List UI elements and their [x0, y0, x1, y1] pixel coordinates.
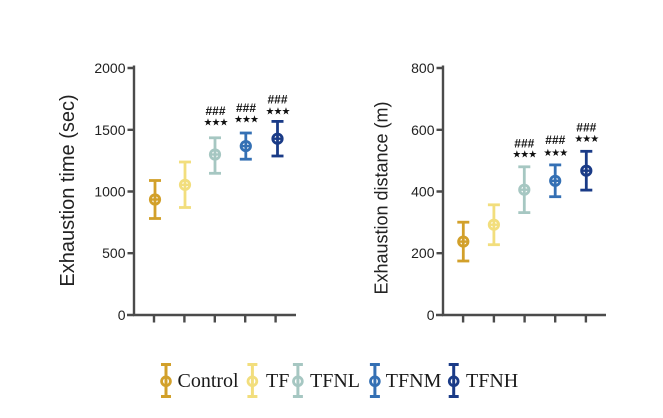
svg-text:###: ###: [576, 121, 596, 135]
svg-text:0: 0: [427, 307, 435, 323]
svg-text:★★★: ★★★: [512, 150, 537, 161]
svg-text:Exhaustion time (sec): Exhaustion time (sec): [57, 94, 79, 286]
svg-text:Control: Control: [178, 370, 240, 392]
svg-text:###: ###: [205, 104, 225, 118]
svg-text:0: 0: [118, 307, 126, 323]
svg-text:Exhaustion distance (m): Exhaustion distance (m): [372, 101, 392, 294]
svg-text:200: 200: [411, 245, 435, 261]
svg-text:TF: TF: [266, 370, 289, 392]
svg-text:2000: 2000: [94, 60, 125, 76]
svg-text:###: ###: [514, 137, 534, 151]
svg-text:★★★: ★★★: [204, 118, 229, 129]
svg-text:★★★: ★★★: [234, 115, 259, 126]
svg-text:1500: 1500: [94, 122, 125, 138]
svg-text:500: 500: [102, 245, 126, 261]
svg-text:TFNL: TFNL: [310, 370, 360, 392]
svg-text:###: ###: [267, 93, 287, 107]
svg-text:TFNH: TFNH: [466, 370, 518, 392]
svg-text:600: 600: [411, 122, 435, 138]
svg-text:800: 800: [411, 60, 435, 76]
svg-text:1000: 1000: [94, 184, 125, 200]
svg-text:###: ###: [236, 101, 256, 115]
svg-text:###: ###: [545, 133, 565, 147]
svg-text:★★★: ★★★: [574, 134, 599, 145]
svg-text:★★★: ★★★: [543, 148, 568, 159]
svg-text:★★★: ★★★: [266, 107, 291, 118]
svg-text:TFNM: TFNM: [386, 370, 442, 392]
svg-text:400: 400: [411, 184, 435, 200]
